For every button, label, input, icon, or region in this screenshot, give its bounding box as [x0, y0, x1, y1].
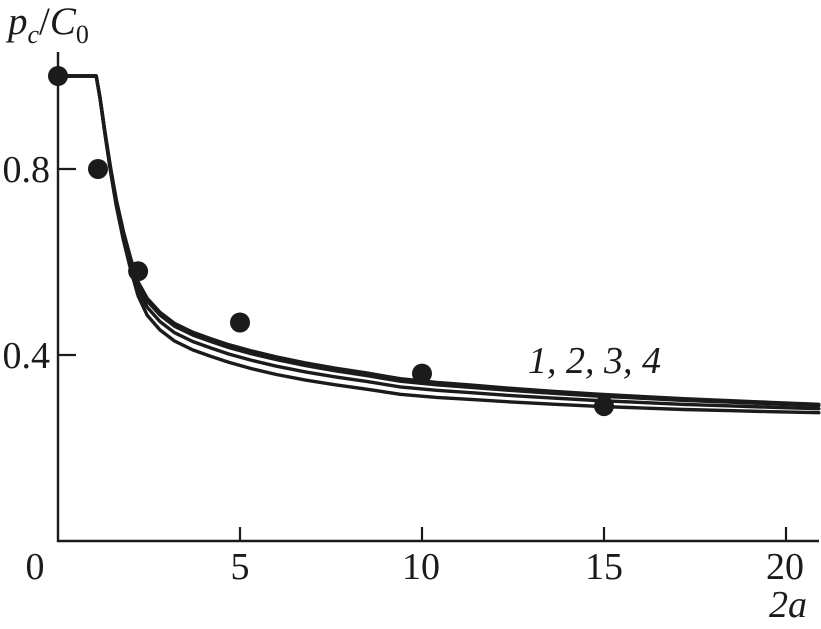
- y-axis-title-p: p: [8, 0, 28, 43]
- x-axis-title-var: a: [788, 584, 807, 626]
- x-tick-label-10: 10: [402, 546, 440, 588]
- y-axis-title-slash: /: [39, 0, 50, 43]
- x-tick-label-20: 20: [766, 546, 804, 588]
- y-axis-title-p-sub: c: [27, 19, 40, 49]
- y-axis-title-C: C: [49, 0, 76, 43]
- y-tick-label-0-4: 0.4: [2, 335, 51, 377]
- axes: [56, 52, 819, 543]
- x-tick-label-5: 5: [230, 546, 250, 588]
- y-tick-label-0-8: 0.8: [2, 149, 51, 191]
- x-tick-label-0: 0: [25, 546, 45, 588]
- x-axis-title: 2a: [746, 586, 821, 624]
- curve-group-label: 1, 2, 3, 4: [528, 340, 661, 382]
- x-tick-label-15: 15: [585, 546, 623, 588]
- y-axis-title-C-sub: 0: [75, 19, 89, 49]
- curve-family: [56, 74, 821, 415]
- data-points: [48, 66, 614, 417]
- y-axis-title: pc/C0: [8, 0, 89, 47]
- x-axis-title-num: 2: [769, 584, 788, 626]
